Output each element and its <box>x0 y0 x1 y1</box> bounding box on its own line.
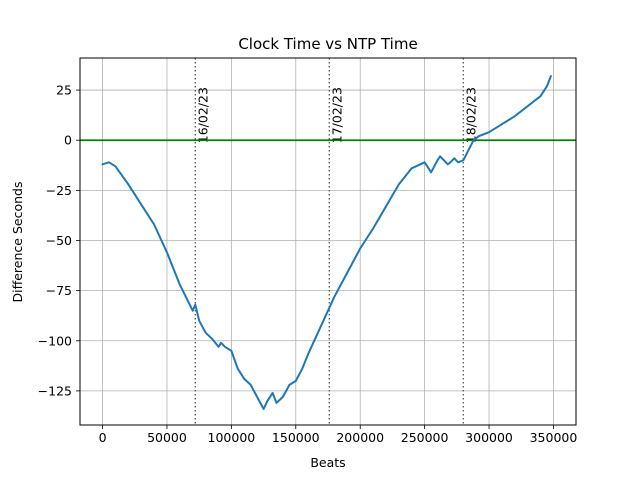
y-axis-label: Difference Seconds <box>10 182 25 303</box>
y-tick-label: 0 <box>64 133 72 148</box>
y-tick-label: −75 <box>46 283 72 298</box>
x-tick-label: 350000 <box>530 430 578 445</box>
date-marker-label: 18/02/23 <box>463 87 478 143</box>
date-markers: 16/02/23 17/02/23 18/02/23 <box>194 58 478 425</box>
y-tick-label: −50 <box>46 233 72 248</box>
x-tick-label: 150000 <box>272 430 320 445</box>
x-tick-label: 200000 <box>336 430 384 445</box>
x-tick-label: 300000 <box>465 430 513 445</box>
chart-title: Clock Time vs NTP Time <box>238 35 417 53</box>
x-axis-label: Beats <box>310 455 345 470</box>
plot-frame <box>79 57 577 426</box>
y-tick-label: −25 <box>46 183 72 198</box>
y-tick-label: −125 <box>38 383 72 398</box>
y-axis-ticks: −125 −100 −75 −50 −25 0 25 <box>38 83 80 398</box>
x-tick-label: 250000 <box>401 430 449 445</box>
x-axis-ticks: 0 50000 100000 150000 200000 250000 300000 3500… <box>99 425 578 445</box>
x-tick-label: 0 <box>99 430 107 445</box>
date-marker-label: 16/02/23 <box>195 87 210 143</box>
series-line <box>101 75 552 410</box>
series-group <box>101 75 552 410</box>
date-marker-label: 17/02/23 <box>329 87 344 143</box>
y-tick-label: −100 <box>38 333 72 348</box>
x-tick-label: 50000 <box>147 430 187 445</box>
x-tick-label: 100000 <box>208 430 256 445</box>
y-tick-label: 25 <box>56 83 72 98</box>
